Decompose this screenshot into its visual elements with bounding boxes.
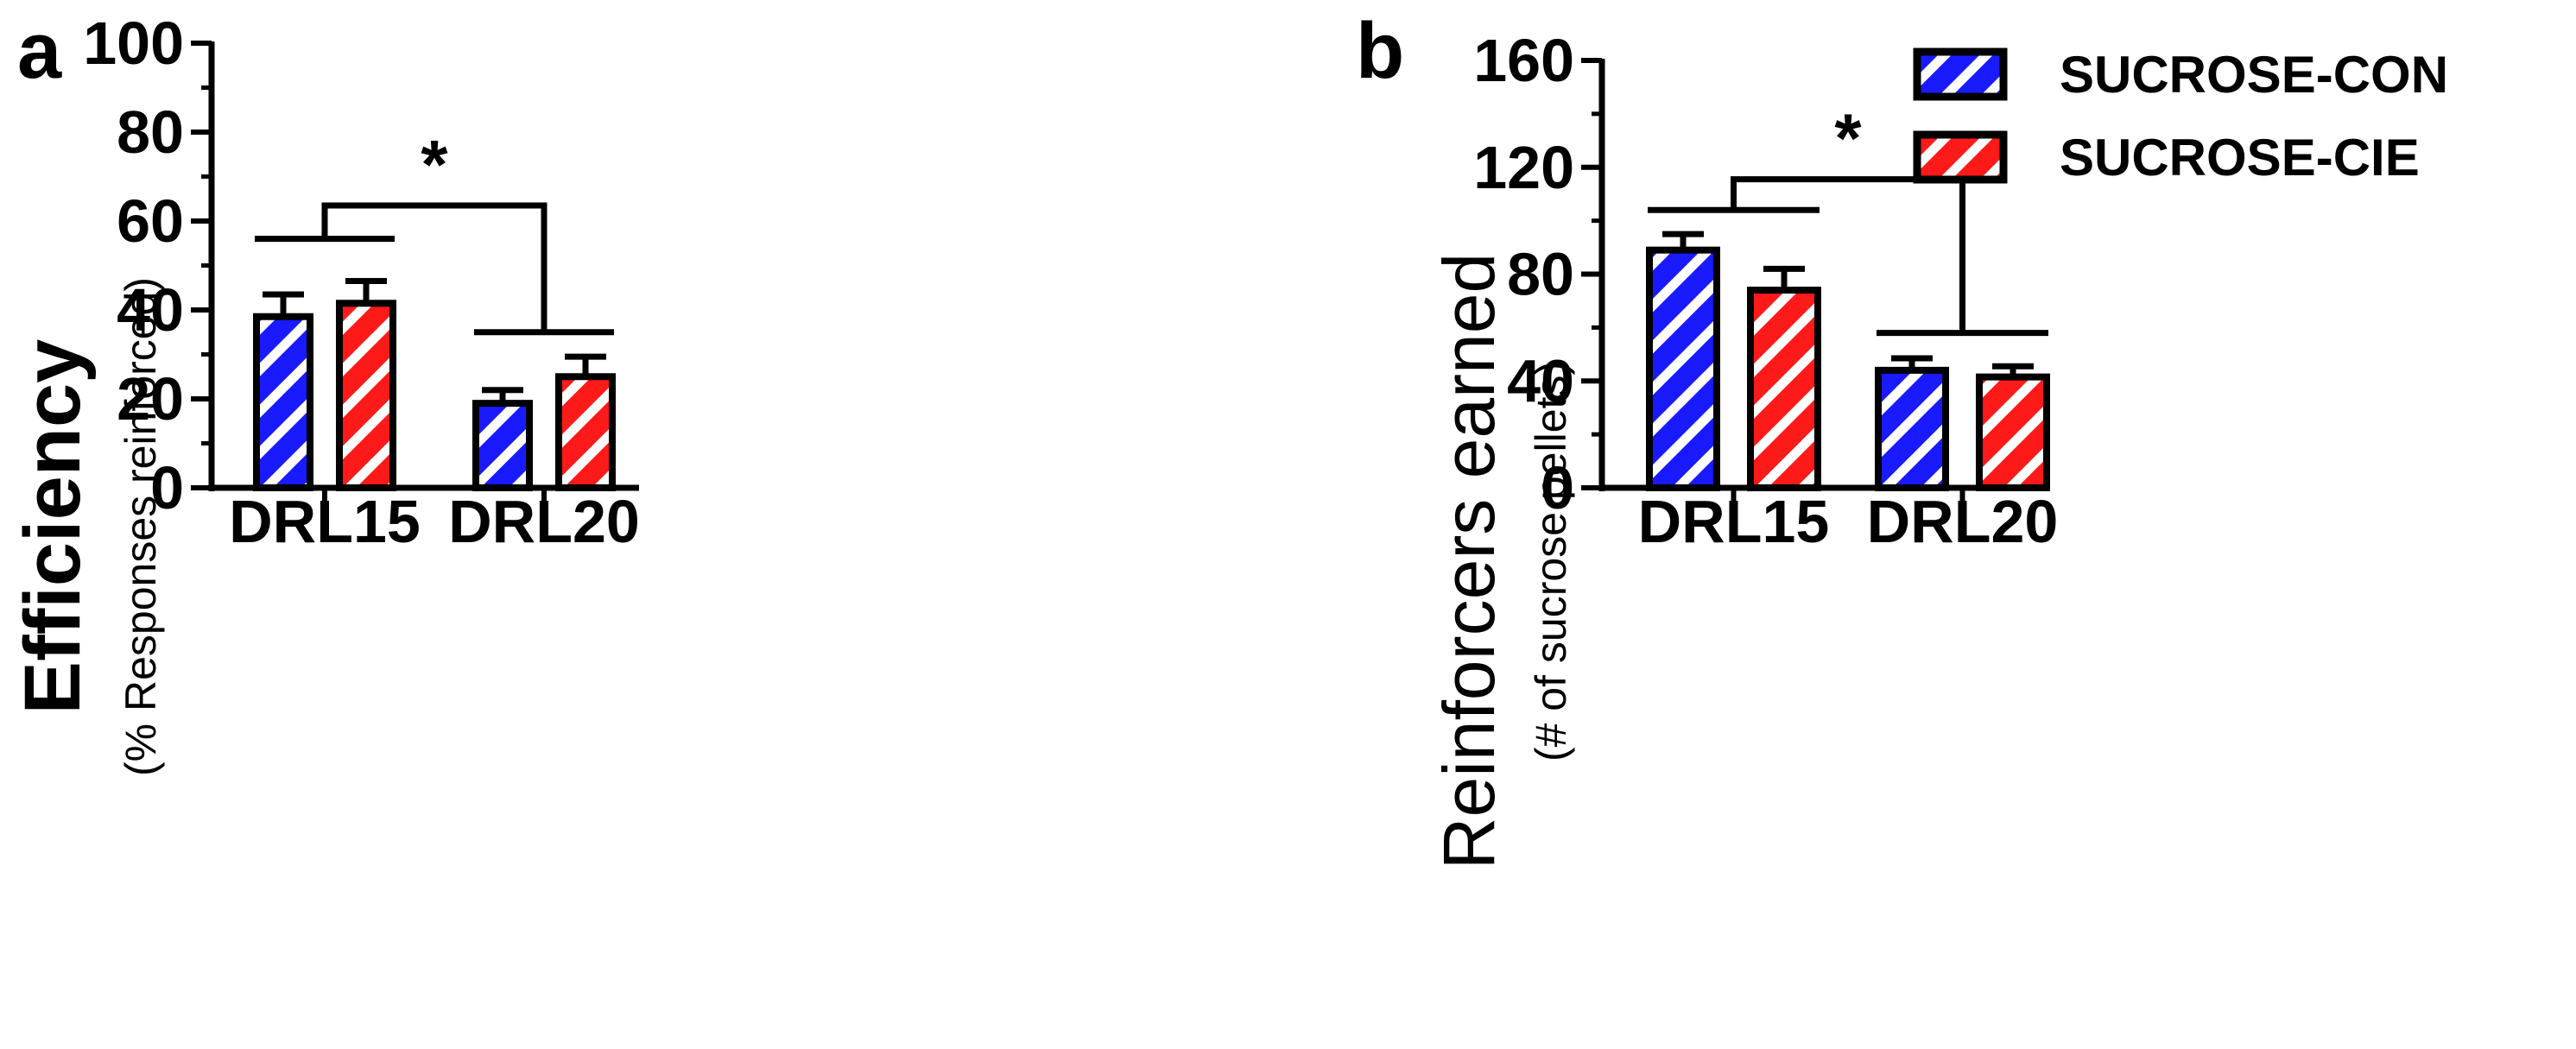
legend-swatch-cie bbox=[1913, 130, 2008, 184]
panel-a-category-label: DRL20 bbox=[448, 488, 640, 555]
panel-b-bar-cie bbox=[1976, 373, 2050, 491]
legend-label-con: SUCROSE-CON bbox=[2060, 46, 2448, 104]
panel-a-category-label: DRL15 bbox=[229, 488, 421, 555]
panel-a-bar-con bbox=[472, 400, 533, 491]
panel-b-ytick-label: 40 bbox=[1507, 347, 1574, 414]
panel-b-letter: b bbox=[1356, 7, 1404, 95]
panel-b-bar-cie bbox=[1747, 287, 1821, 491]
legend-label-cie: SUCROSE-CIE bbox=[2060, 129, 2420, 186]
legend-swatch-con bbox=[1913, 47, 2008, 101]
panel-b: b Reinforcers earned (# of sucrose pelle… bbox=[1356, 7, 2058, 869]
panel-a-significance-bracket bbox=[321, 202, 547, 332]
panel-b-ylabel: Reinforcers earned bbox=[1428, 253, 1510, 869]
panel-a-letter: a bbox=[17, 7, 62, 95]
panel-b-ytick-label: 80 bbox=[1507, 241, 1574, 308]
panel-a-ytick-label: 100 bbox=[83, 9, 184, 77]
panel-b-ylabel-sub: (# of sucrose pellets) bbox=[1527, 361, 1575, 761]
panel-a-ytick-label: 40 bbox=[117, 276, 184, 344]
panel-a-ytick-label: 0 bbox=[150, 454, 184, 521]
legend: SUCROSE-CON SUCROSE-CIE bbox=[1913, 46, 2448, 186]
panel-a: a Efficiency (% Responses reinforced) 0 2… bbox=[9, 7, 640, 776]
panel-b-bar-con bbox=[1646, 246, 1720, 491]
panel-a-ytick-label: 60 bbox=[117, 187, 184, 255]
panel-a-significance-star: * bbox=[421, 126, 448, 203]
panel-a-ytick-label: 80 bbox=[117, 98, 184, 166]
panel-a-bar-cie bbox=[555, 373, 616, 491]
panel-b-ytick-label: 120 bbox=[1473, 134, 1574, 201]
panel-b-bar-con bbox=[1875, 366, 1949, 491]
panel-a-ytick-label: 20 bbox=[117, 365, 184, 433]
panel-a-ylabel-sub: (% Responses reinforced) bbox=[117, 277, 165, 776]
panel-b-category-label: DRL20 bbox=[1867, 488, 2059, 555]
panel-b-ytick-label: 0 bbox=[1541, 454, 1574, 521]
panel-b-category-label: DRL15 bbox=[1638, 488, 1830, 555]
panel-b-ytick-label: 160 bbox=[1473, 27, 1574, 94]
panel-a-ylabel: Efficiency bbox=[9, 339, 97, 715]
panel-b-significance-bracket bbox=[1731, 176, 1965, 333]
panel-b-significance-star: * bbox=[1834, 100, 1862, 177]
panel-a-bar-cie bbox=[336, 300, 396, 491]
panel-a-bar-con bbox=[253, 313, 313, 491]
